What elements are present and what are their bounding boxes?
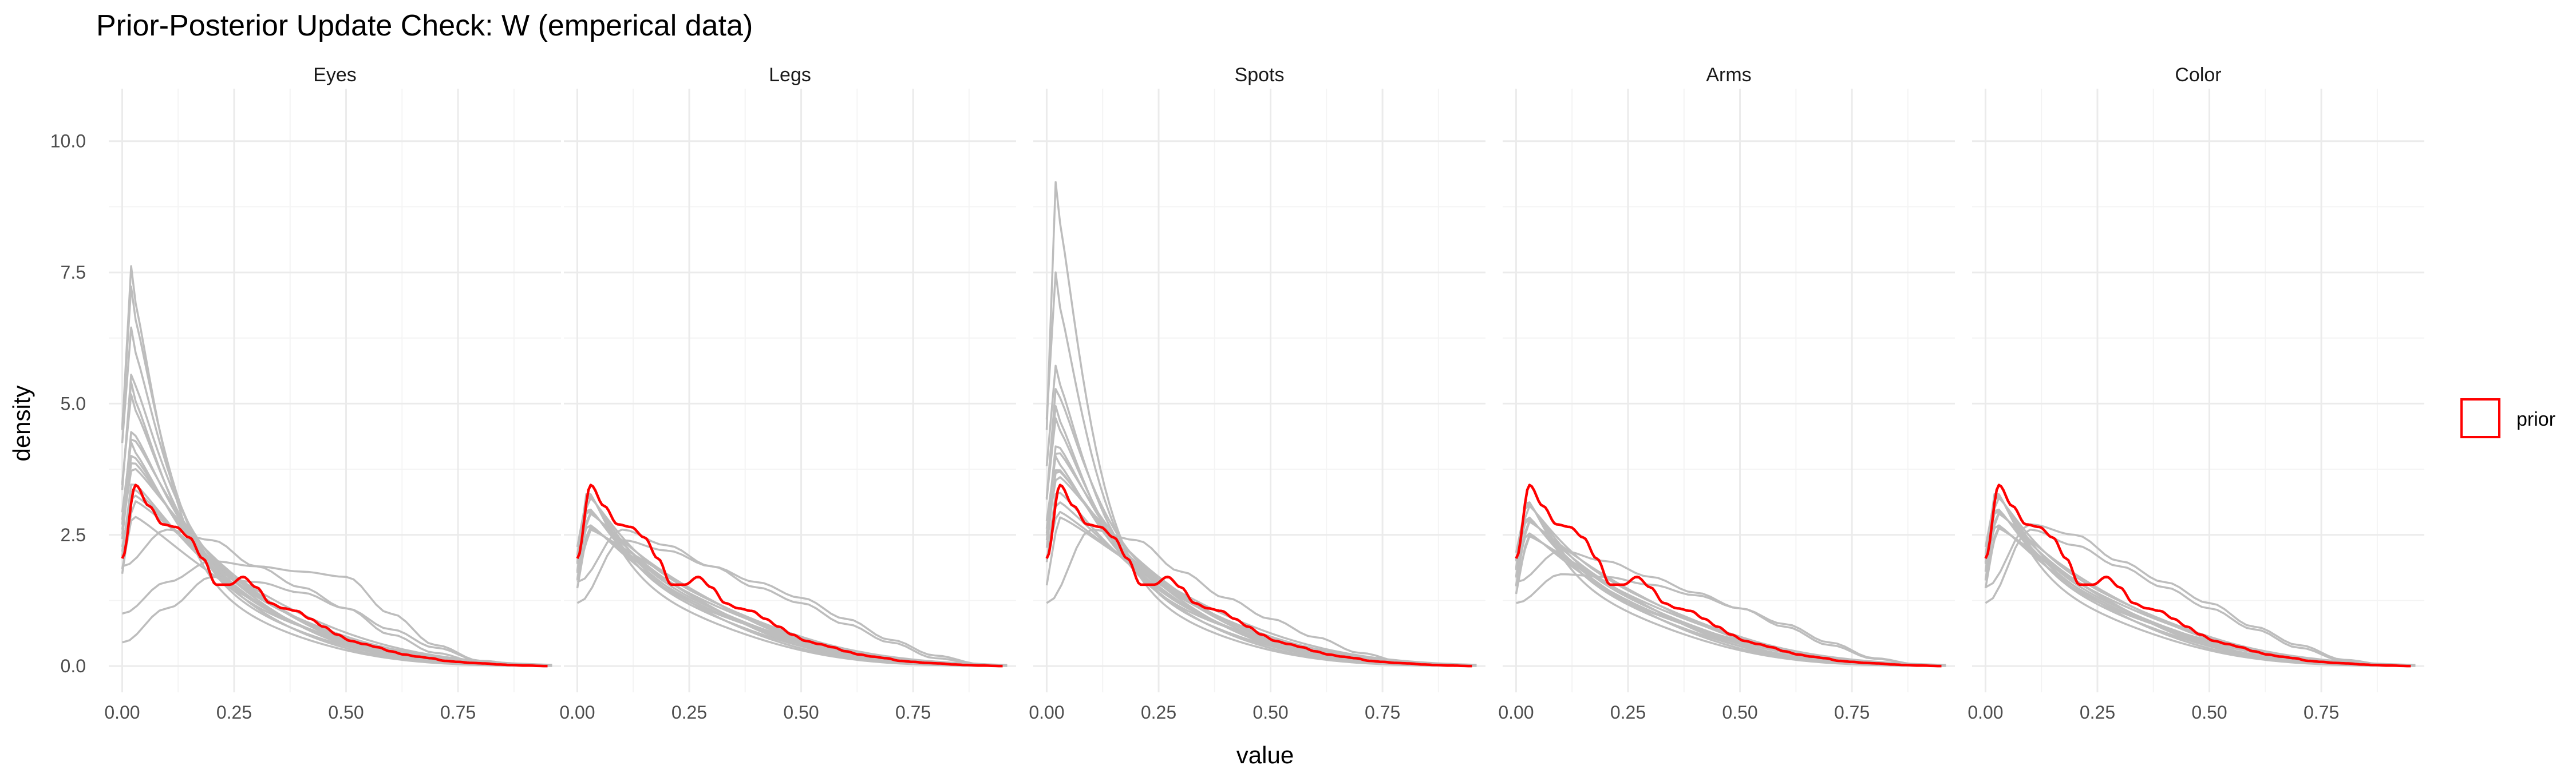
legend-label-prior: prior (2516, 409, 2555, 430)
facet-panels: Eyes 0.00 0.25 0.50 0.75 0.0 2.5 5.0 7.5 10.0 Legs… (50, 64, 2424, 723)
posterior-density-line (1984, 527, 2416, 667)
posterior-density-line (121, 576, 548, 667)
legend: prior (2460, 398, 2555, 438)
x-tick-label: 0.50 (2191, 702, 2227, 723)
x-tick-label: 0.75 (440, 702, 476, 723)
posterior-density-line (121, 326, 552, 667)
facet-panel-arms: Arms 0.00 0.25 0.50 0.75 (1498, 64, 1955, 723)
y-tick-label: 7.5 (61, 262, 86, 283)
x-tick-label: 0.50 (783, 702, 819, 723)
facet-panel-spots: Spots 0.00 0.25 0.50 0.75 (1029, 64, 1485, 723)
y-tick-label: 0.0 (61, 656, 86, 676)
facet-panel-color: Color 0.00 0.25 0.50 0.75 (1967, 64, 2424, 723)
x-tick-label: 0.00 (104, 702, 140, 723)
prior-density-line (1045, 483, 1472, 668)
x-tick-label: 0.00 (1967, 702, 2003, 723)
x-tick-label: 0.75 (1365, 702, 1400, 723)
x-tick-label: 0.25 (2080, 702, 2115, 723)
x-axis-label: value (1236, 742, 1294, 768)
legend-key-prior (2460, 398, 2500, 438)
prior-density-line (1984, 483, 2411, 668)
posterior-density-line (1515, 535, 1946, 667)
x-tick-label: 0.25 (1610, 702, 1646, 723)
x-tick-label: 0.75 (895, 702, 931, 723)
x-tick-label: 0.50 (1253, 702, 1288, 723)
x-tick-label: 0.50 (328, 702, 364, 723)
prior-density-line (1515, 483, 1942, 668)
x-tick-label: 0.00 (559, 702, 595, 723)
posterior-density-line (121, 374, 552, 667)
posterior-density-line (121, 286, 552, 667)
y-axis-label: density (8, 385, 35, 461)
x-tick-label: 0.00 (1498, 702, 1534, 723)
y-tick-label: 2.5 (61, 525, 86, 545)
posterior-density-line (1045, 181, 1477, 667)
x-tick-label: 0.25 (216, 702, 252, 723)
posterior-density-line (121, 468, 552, 667)
x-tick-label: 0.50 (1722, 702, 1757, 723)
facet-strip-label: Legs (769, 64, 811, 86)
facet-panel-eyes: Eyes 0.00 0.25 0.50 0.75 0.0 2.5 5.0 7.5 10.0 (50, 64, 561, 723)
posterior-density-line (121, 438, 552, 667)
x-tick-label: 0.75 (1834, 702, 1870, 723)
x-tick-label: 0.25 (1141, 702, 1176, 723)
y-tick-label: 10.0 (50, 131, 86, 152)
posterior-density-line (576, 528, 1003, 667)
posterior-density-line (1045, 476, 1477, 667)
posterior-density-line (1516, 549, 1942, 667)
facet-strip-label: Eyes (313, 64, 357, 86)
posterior-density-line (1985, 523, 2411, 667)
prior-density-line (576, 483, 1003, 668)
chart-title: Prior-Posterior Update Check: W (emperic… (96, 9, 753, 42)
posterior-density-line (121, 528, 548, 667)
posterior-density-line (122, 560, 548, 667)
prior-density-line (121, 483, 548, 668)
posterior-density-line (121, 431, 552, 667)
posterior-density-line (1516, 573, 1942, 667)
facet-strip-label: Spots (1235, 64, 1285, 86)
x-tick-label: 0.25 (671, 702, 707, 723)
x-tick-label: 0.75 (2304, 702, 2339, 723)
y-tick-label: 5.0 (61, 393, 86, 414)
posterior-density-line (121, 441, 552, 667)
facet-strip-label: Arms (1706, 64, 1751, 86)
x-tick-label: 0.00 (1029, 702, 1064, 723)
facet-panel-legs: Legs 0.00 0.25 0.50 0.75 (559, 64, 1016, 723)
facet-strip-label: Color (2175, 64, 2221, 86)
